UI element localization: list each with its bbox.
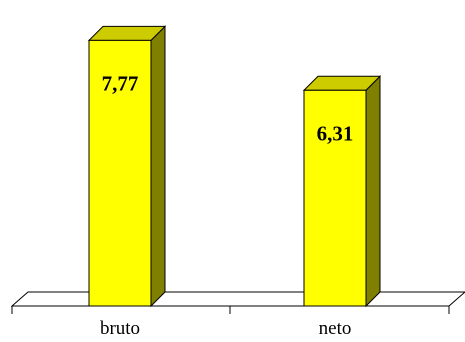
- floor-plane: [10, 291, 465, 307]
- value-label-neto: 6,31: [317, 121, 354, 145]
- x-axis: [11, 306, 450, 314]
- category-label-neto: neto: [319, 318, 352, 339]
- bar-front-neto: [303, 89, 367, 307]
- bar-bruto: [87, 25, 167, 308]
- bar-side-bruto: [150, 25, 166, 308]
- value-label-bruto: 7,77: [102, 71, 139, 95]
- bar-side-neto: [365, 75, 381, 308]
- labels: 7,77 bruto 6,31 neto: [100, 71, 353, 339]
- bar-top-bruto: [87, 25, 167, 41]
- bar-top-neto: [302, 75, 382, 91]
- category-label-bruto: bruto: [100, 318, 140, 339]
- bar-front-bruto: [88, 39, 152, 307]
- bars: [87, 25, 382, 308]
- bar-neto: [302, 75, 382, 308]
- chart-floor: [10, 291, 465, 307]
